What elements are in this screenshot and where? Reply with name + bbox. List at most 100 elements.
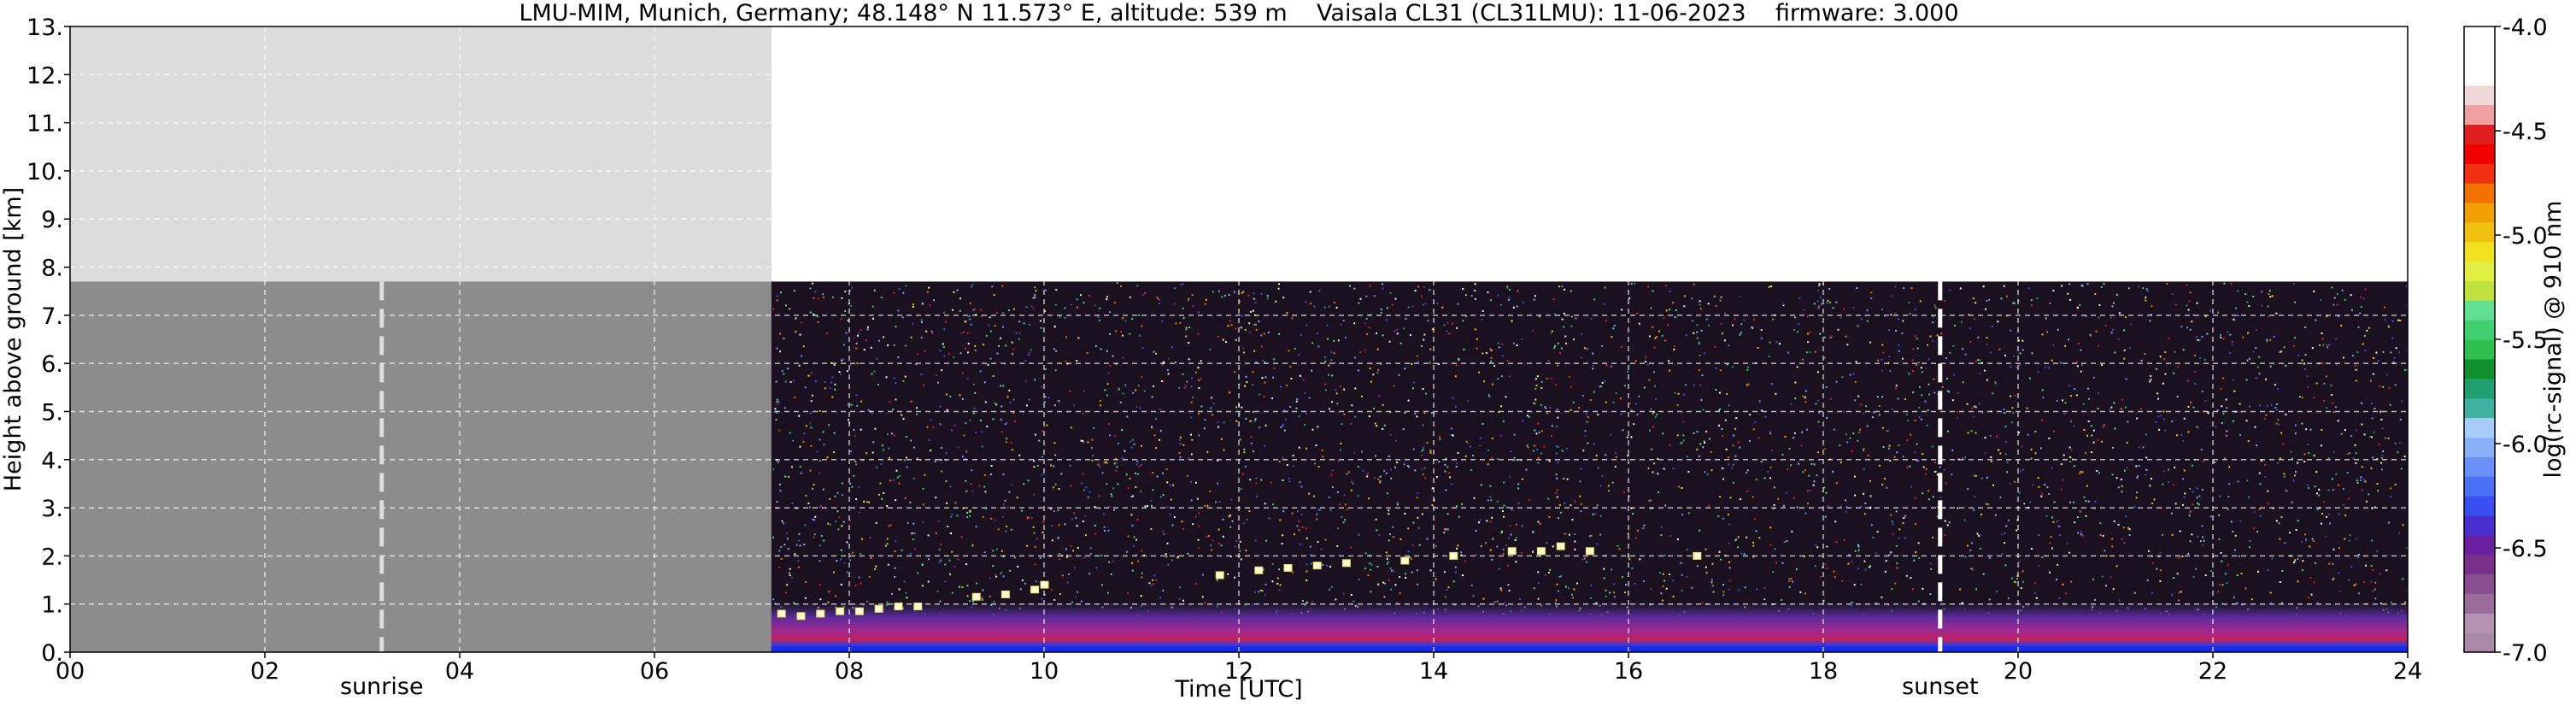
noise-speck xyxy=(819,584,821,586)
noise-speck xyxy=(1253,420,1256,422)
noise-speck xyxy=(1682,434,1685,437)
noise-speck xyxy=(2060,488,2063,491)
noise-speck xyxy=(2291,457,2293,460)
noise-speck xyxy=(1385,551,1388,554)
noise-speck xyxy=(1021,579,1024,581)
noise-speck xyxy=(1948,391,1951,393)
noise-speck xyxy=(1888,447,1891,450)
noise-speck xyxy=(1393,385,1395,387)
noise-speck xyxy=(1533,587,1535,590)
noise-speck xyxy=(2138,446,2140,449)
noise-speck xyxy=(1008,491,1011,493)
noise-speck xyxy=(974,344,977,347)
noise-speck xyxy=(1747,383,1750,385)
noise-speck xyxy=(2269,591,2272,594)
noise-speck xyxy=(1375,332,1377,334)
noise-speck xyxy=(1041,430,1043,432)
noise-speck xyxy=(2183,417,2186,420)
noise-speck xyxy=(1130,440,1132,443)
noise-speck xyxy=(2355,452,2357,455)
noise-speck xyxy=(1073,567,1076,569)
noise-speck xyxy=(1030,516,1033,519)
noise-speck xyxy=(992,375,995,378)
noise-speck xyxy=(1906,438,1909,441)
noise-speck xyxy=(1131,569,1134,572)
noise-speck xyxy=(1059,557,1061,560)
noise-speck xyxy=(1803,309,1805,311)
noise-speck xyxy=(1645,361,1647,363)
noise-speck xyxy=(905,285,907,287)
noise-speck xyxy=(1133,536,1135,538)
noise-speck xyxy=(1114,457,1117,460)
noise-speck xyxy=(1888,329,1891,332)
noise-speck xyxy=(1517,290,1519,292)
y-tick-label: 3. xyxy=(41,496,63,522)
noise-speck xyxy=(2177,365,2180,368)
noise-speck xyxy=(819,459,821,462)
y-tick-label: 5. xyxy=(41,399,63,426)
noise-speck xyxy=(1817,421,1820,423)
noise-speck xyxy=(834,595,836,597)
noise-speck xyxy=(1260,293,1263,296)
noise-speck xyxy=(1739,295,1741,297)
noise-speck xyxy=(1752,428,1755,431)
noise-speck xyxy=(2390,487,2392,490)
noise-speck xyxy=(1206,450,1209,453)
noise-speck xyxy=(1534,444,1536,447)
noise-speck xyxy=(2052,521,2055,523)
noise-speck xyxy=(1917,600,1920,603)
noise-speck xyxy=(1076,359,1078,362)
noise-speck xyxy=(2323,399,2326,402)
noise-speck xyxy=(872,441,875,444)
noise-speck xyxy=(2184,492,2186,495)
noise-speck xyxy=(1664,339,1667,342)
noise-speck xyxy=(833,451,836,454)
noise-speck xyxy=(969,600,971,603)
noise-speck xyxy=(876,466,878,468)
noise-speck xyxy=(2014,394,2016,397)
noise-speck xyxy=(2275,312,2278,315)
noise-speck xyxy=(1247,294,1250,297)
noise-speck xyxy=(1544,574,1546,576)
noise-speck xyxy=(1271,563,1274,566)
noise-speck xyxy=(2004,354,2007,356)
noise-speck xyxy=(1409,556,1411,558)
noise-speck xyxy=(2301,397,2303,399)
noise-speck xyxy=(1266,297,1269,300)
noise-speck xyxy=(1728,344,1730,347)
noise-speck xyxy=(1070,544,1072,547)
cloud-hit-point xyxy=(1215,571,1224,580)
noise-speck xyxy=(2192,406,2195,409)
noise-speck xyxy=(947,525,949,527)
noise-speck xyxy=(2003,409,2005,411)
noise-speck xyxy=(1875,551,1877,554)
colorbar: -7.0-6.5-6.0-5.5-5.0-4.5-4.0 xyxy=(2463,15,2548,667)
noise-speck xyxy=(2202,536,2204,538)
noise-speck xyxy=(1278,283,1281,285)
noise-speck xyxy=(1635,537,1638,539)
noise-speck xyxy=(1593,391,1596,393)
noise-speck xyxy=(1406,464,1409,467)
noise-speck xyxy=(1141,347,1144,350)
noise-speck xyxy=(2145,474,2147,476)
noise-speck xyxy=(2074,388,2076,391)
noise-speck xyxy=(950,429,953,432)
noise-speck xyxy=(1152,583,1154,585)
noise-speck xyxy=(1813,463,1816,466)
noise-speck xyxy=(984,491,987,493)
noise-speck xyxy=(1665,285,1668,287)
noise-speck xyxy=(1845,433,1848,436)
noise-speck xyxy=(1669,309,1671,311)
noise-speck xyxy=(1153,574,1156,577)
noise-speck xyxy=(1335,392,1338,395)
noise-speck xyxy=(2076,361,2079,363)
noise-speck xyxy=(2018,561,2021,563)
noise-speck xyxy=(831,396,834,398)
noise-speck xyxy=(2255,347,2257,350)
noise-speck xyxy=(1411,544,1414,546)
noise-speck xyxy=(1006,396,1009,398)
noise-speck xyxy=(842,521,845,523)
noise-speck xyxy=(1211,414,1213,416)
noise-speck xyxy=(1210,397,1212,399)
noise-speck xyxy=(981,598,983,601)
